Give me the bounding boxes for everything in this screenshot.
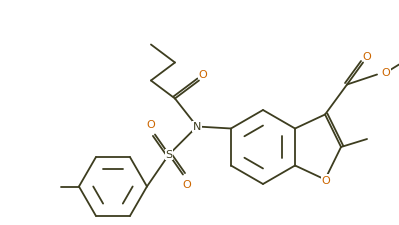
Text: O: O xyxy=(382,68,390,78)
Text: O: O xyxy=(322,175,330,185)
Text: O: O xyxy=(363,51,371,61)
Text: O: O xyxy=(146,120,155,130)
Text: N: N xyxy=(193,122,201,132)
Text: O: O xyxy=(183,180,192,190)
Text: O: O xyxy=(199,69,207,79)
Text: S: S xyxy=(166,150,172,160)
